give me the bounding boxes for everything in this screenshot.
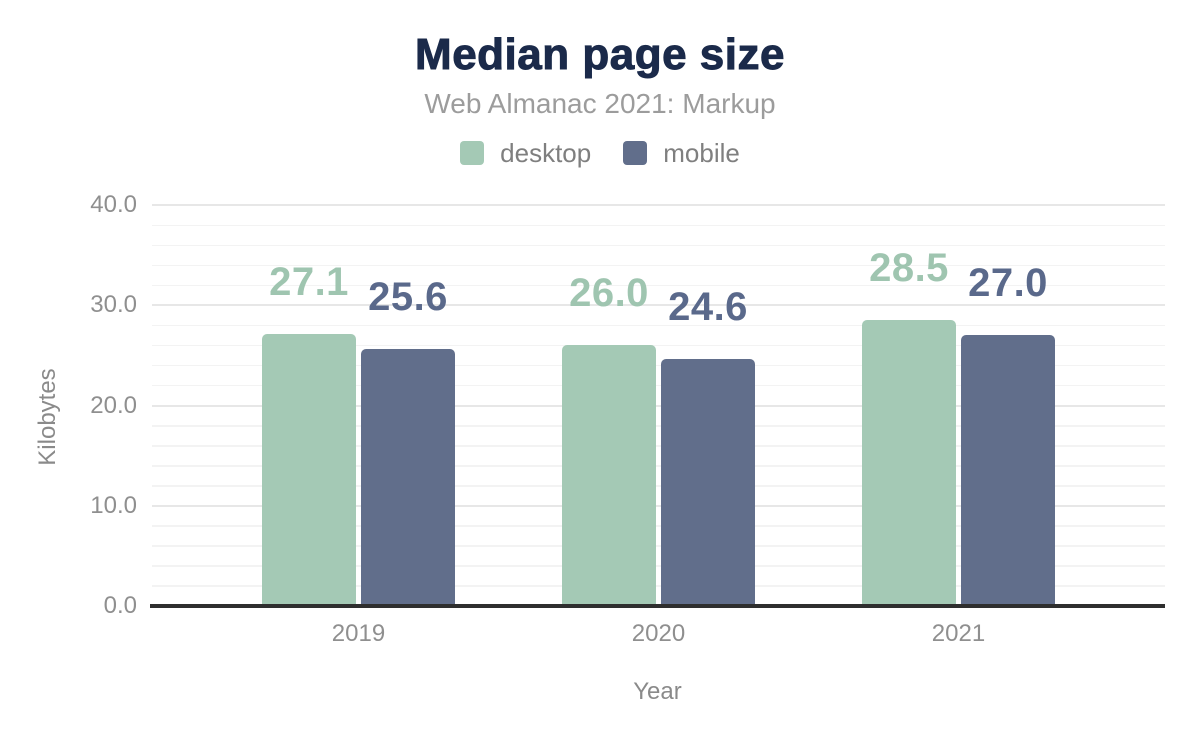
minor-gridline <box>152 284 1165 287</box>
bar-value-label-mobile-2021: 27.0 <box>968 261 1048 306</box>
x-axis-title: Year <box>633 678 682 705</box>
x-axis-line <box>150 604 1165 608</box>
major-gridline <box>152 504 1165 507</box>
minor-gridline <box>152 485 1165 487</box>
minor-gridline <box>152 525 1165 527</box>
y-axis-tick-label-20.0: 20.0 <box>90 391 137 419</box>
y-axis-tick-label-10.0: 10.0 <box>90 491 137 519</box>
minor-gridline <box>152 465 1165 467</box>
plot-area: 27.1 25.6 26.0 24.6 28.5 27.0 <box>150 204 1165 608</box>
legend-label-desktop: desktop <box>500 138 592 168</box>
minor-gridline <box>152 425 1165 427</box>
bar-value-label-mobile-2020: 24.6 <box>668 285 748 330</box>
bar-value-label-desktop-2019: 27.1 <box>269 260 349 305</box>
minor-gridline <box>152 264 1165 267</box>
minor-gridline <box>152 324 1165 327</box>
minor-gridline <box>152 445 1165 447</box>
bar-mobile-2021[interactable] <box>961 335 1055 606</box>
minor-gridline <box>152 384 1165 387</box>
y-axis-tick-label-40.0: 40.0 <box>90 191 137 218</box>
bar-mobile-2019[interactable] <box>361 349 455 606</box>
minor-gridline <box>152 344 1165 347</box>
chart-title: Median page size <box>415 30 785 79</box>
legend: desktop mobile <box>0 140 1200 166</box>
minor-gridline <box>152 364 1165 367</box>
legend-item-mobile[interactable]: mobile <box>623 140 740 166</box>
x-axis-tick-label-2019: 2019 <box>331 620 386 647</box>
legend-swatch-mobile-icon <box>623 141 648 165</box>
bar-desktop-2020[interactable] <box>562 345 656 606</box>
legend-label-mobile: mobile <box>663 138 740 168</box>
minor-gridline <box>152 565 1165 567</box>
major-gridline <box>152 304 1165 307</box>
bar-value-label-desktop-2021: 28.5 <box>869 246 949 291</box>
chart-subtitle: Web Almanac 2021: Markup <box>424 88 776 119</box>
minor-gridline <box>152 244 1165 247</box>
legend-item-desktop[interactable]: desktop <box>460 140 591 166</box>
y-axis-tick-label-30.0: 30.0 <box>90 291 137 319</box>
x-axis-tick-label-2020: 2020 <box>631 620 686 647</box>
bar-value-label-desktop-2020: 26.0 <box>569 271 649 316</box>
y-axis-tick-label-0.0: 0.0 <box>103 592 137 619</box>
minor-gridline <box>152 224 1165 227</box>
bar-mobile-2020[interactable] <box>661 359 755 606</box>
bar-value-label-mobile-2019: 25.6 <box>368 275 448 320</box>
legend-swatch-desktop-icon <box>460 141 485 165</box>
major-gridline <box>152 404 1165 407</box>
major-gridline <box>152 204 1165 206</box>
x-axis-tick-label-2021: 2021 <box>931 620 986 647</box>
bar-desktop-2021[interactable] <box>862 320 956 606</box>
minor-gridline <box>152 585 1165 587</box>
minor-gridline <box>152 545 1165 547</box>
bar-desktop-2019[interactable] <box>262 334 356 606</box>
